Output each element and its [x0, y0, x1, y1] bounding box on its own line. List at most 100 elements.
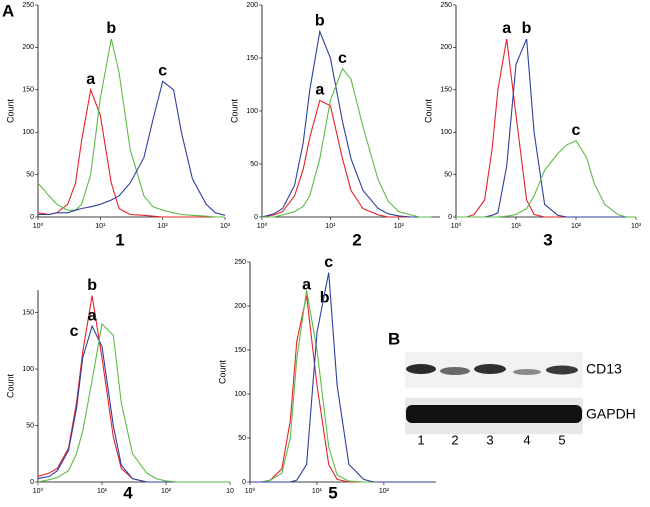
band — [440, 367, 470, 375]
x-tick-label: 10² — [161, 488, 172, 495]
y-tick-label: 0 — [30, 479, 34, 486]
x-tick-label: 10¹ — [325, 223, 336, 230]
histogram-curve — [37, 38, 225, 218]
histogram-panel: 0 50 100 150 200 10⁰ 10¹ 10² Count 2 a b c — [229, 2, 440, 249]
x-tick-label: 10² — [158, 223, 169, 230]
y-tick-label: 50 — [26, 171, 34, 178]
y-tick-label: 100 — [246, 108, 258, 115]
curve-label: a — [502, 20, 511, 37]
lane-label: 2 — [451, 432, 458, 447]
y-tick-label: 200 — [440, 44, 452, 51]
band-label: GAPDH — [586, 406, 636, 422]
y-tick-label: 250 — [440, 2, 452, 9]
histogram-curve — [38, 80, 226, 216]
y-tick-label: 200 — [22, 44, 34, 51]
panel-caption: 3 — [543, 230, 552, 249]
y-tick-label: 150 — [22, 309, 34, 316]
x-tick-label: 10³ — [220, 223, 231, 230]
y-tick-label: 0 — [448, 214, 452, 221]
y-tick-label: 0 — [30, 214, 34, 221]
y-tick-label: 0 — [242, 479, 246, 486]
x-tick-label: 10¹ — [511, 223, 522, 230]
histogram-curve — [456, 38, 636, 218]
curve-label: b — [106, 20, 116, 37]
histogram-curve — [261, 99, 432, 218]
band — [406, 364, 436, 374]
curve-label: c — [70, 323, 79, 340]
band — [513, 369, 541, 375]
y-tick-label: 100 — [22, 129, 34, 136]
x-tick-label: 10² — [379, 488, 390, 495]
y-tick-label: 150 — [440, 87, 452, 94]
y-tick-label: 50 — [238, 435, 246, 442]
y-tick-label: 200 — [234, 303, 246, 310]
y-axis-label: Count — [5, 374, 15, 399]
panel-label: A — [2, 1, 14, 20]
x-tick-label: 10⁰ — [33, 222, 44, 230]
histogram-curve — [456, 140, 636, 218]
curve-label: b — [315, 13, 325, 30]
y-axis-label: Count — [423, 99, 433, 124]
y-tick-label: 100 — [440, 129, 452, 136]
y-tick-label: 0 — [254, 214, 258, 221]
x-tick-label: 10 — [226, 488, 234, 495]
panel-caption: 4 — [123, 483, 133, 502]
western-blot — [405, 352, 583, 434]
band — [474, 364, 506, 374]
curve-label: a — [88, 307, 97, 324]
panel-caption: 5 — [328, 483, 337, 502]
histogram-curve — [261, 29, 432, 218]
histogram-panel: 0 50 100 150 200 250 10⁰ 10¹ 10² Count 5 ab c — [217, 254, 436, 502]
histogram-curve — [37, 322, 230, 483]
histogram-curve — [250, 272, 431, 483]
curve-label: a — [86, 71, 95, 88]
curve-label: a — [315, 82, 324, 99]
histogram-curve — [37, 87, 225, 218]
histogram-panel: 0 50 100 150 10⁰ 10¹ 10² 10 Count 4 bac — [5, 277, 234, 503]
y-axis-label: Count — [217, 360, 227, 385]
histogram-curve — [250, 295, 431, 483]
lane-label: 3 — [486, 432, 493, 447]
y-tick-label: 100 — [22, 366, 34, 373]
histogram-curve — [250, 290, 431, 483]
histogram-panel: 0 50 100 150 200 250 10⁰ 10¹ 10² 10³ Count 3 a b c — [423, 2, 641, 250]
histogram-curve — [456, 38, 636, 218]
y-tick-label: 250 — [234, 259, 246, 266]
x-tick-label: 10⁰ — [33, 487, 44, 495]
y-tick-label: 150 — [234, 347, 246, 354]
histogram-curve — [37, 324, 230, 483]
panel-caption: 2 — [352, 230, 361, 249]
x-tick-label: 10³ — [631, 223, 642, 230]
curve-label: c — [158, 63, 167, 80]
x-tick-label: 10⁰ — [245, 487, 256, 495]
curve-label: b — [320, 289, 330, 306]
band-label: CD13 — [586, 361, 622, 377]
curve-label: c — [572, 122, 581, 139]
band — [406, 405, 582, 423]
curve-label: c — [324, 254, 333, 271]
x-tick-label: 10⁰ — [451, 222, 462, 230]
curve-label: b — [522, 20, 532, 37]
y-tick-label: 200 — [246, 2, 258, 9]
panel-label: B — [388, 329, 400, 348]
y-axis-label: Count — [5, 99, 15, 124]
y-axis-label: Count — [229, 99, 239, 124]
panel-caption: 1 — [115, 230, 124, 249]
x-tick-label: 10⁰ — [257, 222, 268, 230]
y-tick-label: 50 — [250, 161, 258, 168]
y-tick-label: 50 — [444, 171, 452, 178]
y-tick-label: 150 — [22, 87, 34, 94]
y-tick-label: 150 — [246, 55, 258, 62]
x-tick-label: 10² — [571, 223, 582, 230]
y-tick-label: 250 — [22, 2, 34, 9]
lane-label: 5 — [558, 432, 565, 447]
x-tick-label: 10¹ — [97, 488, 108, 495]
x-tick-label: 10² — [394, 223, 405, 230]
x-tick-label: 10¹ — [95, 223, 106, 230]
y-tick-label: 50 — [26, 422, 34, 429]
curve-label: b — [87, 277, 97, 294]
histogram-panel: 0 50 100 150 200 250 10⁰ 10¹ 10² 10³ Count 1 a b c — [5, 2, 230, 250]
x-tick-label: 10¹ — [312, 488, 323, 495]
